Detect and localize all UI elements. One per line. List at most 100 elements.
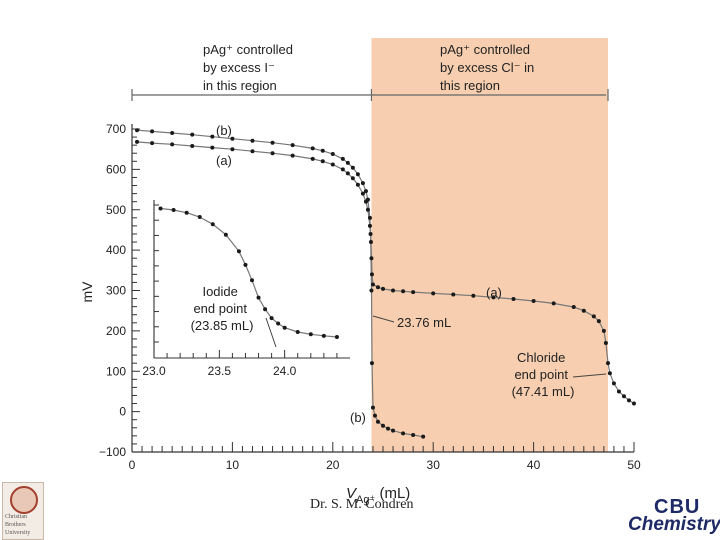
series-b-point	[372, 413, 377, 418]
series-a-point	[350, 176, 355, 181]
series-a-point	[621, 394, 626, 399]
annotation-chloride-leader	[572, 373, 607, 378]
series-b-point	[381, 423, 385, 428]
inset-series-point	[282, 325, 287, 330]
x-axis-label-sub: Ag⁺	[356, 494, 375, 506]
series-a-point	[368, 240, 373, 245]
series-a-point	[375, 285, 380, 290]
series-a-point	[290, 153, 295, 158]
inset-series-point	[243, 262, 248, 267]
x-tick-label: 20	[326, 458, 340, 472]
series-b-point	[320, 148, 325, 153]
inset-series-point	[158, 206, 163, 211]
series-a-point	[605, 361, 610, 366]
series-b-point	[290, 143, 295, 148]
series-a-point	[369, 256, 374, 261]
series-b-point	[363, 189, 368, 194]
series-b-point	[370, 405, 375, 410]
x-tick-label: 0	[129, 458, 136, 472]
series-a-point	[616, 389, 621, 394]
annotation-23-76: 23.76 mL	[397, 315, 451, 330]
series-a-point	[365, 207, 370, 212]
series-b-point	[386, 426, 391, 431]
inset-series-point	[295, 329, 300, 334]
annotation-chloride: Chloride end point (47.41 mL)	[512, 350, 575, 399]
series-a-point	[230, 147, 235, 152]
series-b-point	[310, 146, 315, 151]
series-a-point	[170, 142, 175, 147]
inset-series-point	[321, 333, 326, 338]
inset-series-point	[210, 222, 215, 227]
series-a-point	[340, 167, 345, 172]
seal-line-1: Christian	[5, 514, 27, 520]
series-a-point	[491, 295, 496, 300]
series-b-point	[135, 128, 140, 133]
series-a-point	[135, 139, 140, 144]
series-a-point	[360, 191, 365, 196]
y-tick-label: 200	[106, 324, 126, 338]
y-tick-label: 400	[106, 243, 126, 257]
x-axis-ticks: 0 10 20 30 40 50	[129, 442, 641, 472]
inset-x-tick-label: 23.0	[142, 364, 166, 378]
series-a-point	[369, 272, 374, 277]
seal-ring	[10, 486, 38, 514]
university-seal-icon: Christian Brothers University	[2, 482, 44, 540]
curve-label-b-bottom: (b)	[350, 410, 366, 425]
shaded-region-chloride	[371, 38, 608, 452]
series-b-point	[330, 152, 335, 157]
cbu-chemistry-logo: CBU Chemistry	[626, 496, 720, 540]
series-a-point	[401, 289, 406, 294]
curve-label-b-top: (b)	[216, 123, 232, 138]
series-a-point	[632, 401, 636, 406]
series-b-point	[170, 131, 175, 136]
series-b-point	[368, 231, 373, 236]
series-b-point	[190, 132, 195, 137]
annotation-iodide: Iodide end point (23.85 mL)	[191, 284, 254, 333]
inset-series-point	[184, 210, 189, 215]
x-tick-label: 10	[226, 458, 240, 472]
x-axis-label: VAg⁺ (mL)	[346, 485, 410, 506]
series-b-point	[150, 129, 155, 134]
y-tick-label: 0	[119, 405, 126, 419]
inset-ticks: 23.0 23.5 24.0	[142, 204, 338, 378]
y-axis-label: mV	[79, 281, 95, 303]
seal-line-2: Brothers	[5, 522, 26, 528]
series-a-point	[626, 398, 631, 403]
inset-series-point	[236, 249, 241, 254]
series-a-point	[611, 381, 616, 386]
series-b-point	[401, 431, 406, 436]
y-axis-ticks: −100 0 100 200 300 400 500 600 700	[99, 122, 140, 459]
series-b-point	[270, 140, 275, 145]
series-a-point	[581, 308, 586, 313]
y-tick-label: 300	[106, 284, 126, 298]
y-tick-label: 600	[106, 162, 126, 176]
series-a-point	[411, 290, 416, 295]
logo-cbu: CBU	[654, 496, 701, 518]
series-a-point	[310, 156, 315, 161]
series-a-point	[355, 182, 360, 187]
series-a-point	[370, 282, 375, 287]
region-label-chloride: pAg⁺ controlled by excess Cl⁻ in this re…	[440, 42, 538, 93]
series-a-point	[270, 151, 275, 156]
series-a-point	[367, 223, 372, 228]
inset-series-point	[263, 307, 268, 312]
y-tick-label: −100	[99, 445, 126, 459]
series-a-point	[607, 371, 612, 376]
series-b-point	[355, 172, 360, 177]
series-a-point	[330, 162, 335, 167]
series-b-point	[369, 288, 374, 293]
series-b-point	[350, 165, 355, 170]
annotation-23-76-leader	[372, 315, 395, 323]
series-a-point	[451, 292, 456, 297]
series-a-point	[345, 171, 350, 176]
x-tick-label: 30	[427, 458, 441, 472]
series-a-point	[391, 288, 396, 293]
region-label-iodide: pAg⁺ controlled by excess I⁻ in this reg…	[203, 42, 297, 93]
series-b-point	[369, 361, 374, 366]
series-a-point	[511, 296, 516, 301]
inset-series-point	[269, 316, 274, 321]
inset-series-point	[256, 295, 261, 300]
series-a-point	[210, 145, 215, 150]
inset-series-point	[197, 214, 202, 219]
